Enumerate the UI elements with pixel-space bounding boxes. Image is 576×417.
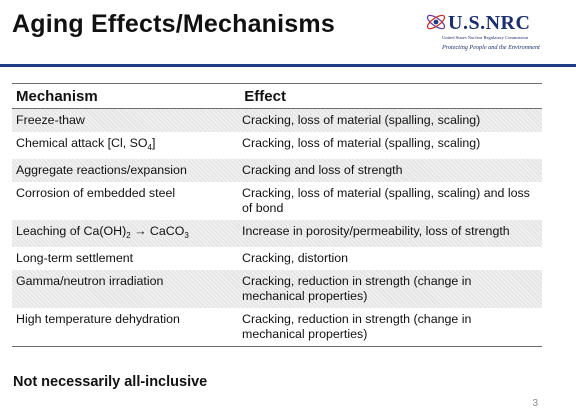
- header-mechanism: Mechanism: [16, 88, 98, 105]
- mechanism-cell: Long-term settlement: [16, 251, 134, 265]
- effect-cell: Cracking, loss of material (spalling, sc…: [242, 186, 530, 215]
- logo-name: U.S.NRC: [448, 12, 531, 34]
- table-row: Long-term settlement Cracking, distortio…: [12, 247, 542, 270]
- page-number: 3: [532, 398, 538, 409]
- effect-cell: Cracking, loss of material (spalling, sc…: [242, 113, 481, 127]
- effect-cell: Cracking, reduction in strength (change …: [242, 274, 472, 303]
- mechanism-cell: Gamma/neutron irradiation: [16, 274, 164, 288]
- mechanism-cell: Corrosion of embedded steel: [16, 186, 176, 200]
- nrc-logo: U.S.NRC United States Nuclear Regulatory…: [412, 6, 562, 60]
- effect-cell: Cracking and loss of strength: [242, 163, 403, 177]
- title-rule: [0, 64, 576, 67]
- table-row: Chemical attack [Cl, SO4] Cracking, loss…: [12, 132, 542, 159]
- mechanism-cell: High temperature dehydration: [16, 312, 180, 326]
- mechanism-cell: Freeze-thaw: [16, 113, 85, 127]
- mechanism-cell: Chemical attack [Cl, SO4]: [16, 136, 156, 152]
- header-effect: Effect: [244, 88, 286, 105]
- effect-cell: Cracking, loss of material (spalling, sc…: [242, 136, 481, 150]
- atom-logo-icon: [426, 14, 446, 30]
- table-row: High temperature dehydration Cracking, r…: [12, 308, 542, 346]
- slide-title: Aging Effects/Mechanisms: [12, 10, 335, 38]
- table-row: Freeze-thaw Cracking, loss of material (…: [12, 109, 542, 132]
- effect-cell: Cracking, distortion: [242, 251, 349, 265]
- mechanism-cell: Aggregate reactions/expansion: [16, 163, 187, 177]
- table-row: Corrosion of embedded steel Cracking, lo…: [12, 182, 542, 220]
- logo-agency: United States Nuclear Regulatory Commiss…: [442, 35, 529, 40]
- logo-tagline: Protecting People and the Environment: [442, 44, 540, 51]
- mechanism-table: Mechanism Effect Freeze-thaw Cracking, l…: [12, 83, 542, 347]
- table-row: Gamma/neutron irradiation Cracking, redu…: [12, 270, 542, 308]
- mechanism-cell: Leaching of Ca(OH)2 → CaCO3: [16, 224, 189, 240]
- effect-cell: Cracking, reduction in strength (change …: [242, 312, 472, 341]
- footnote: Not necessarily all-inclusive: [13, 374, 208, 390]
- table-header: Mechanism Effect: [12, 84, 542, 109]
- effect-cell: Increase in porosity/permeability, loss …: [242, 224, 510, 238]
- table-row: Leaching of Ca(OH)2 → CaCO3 Increase in …: [12, 220, 542, 247]
- table-row: Aggregate reactions/expansion Cracking a…: [12, 159, 542, 182]
